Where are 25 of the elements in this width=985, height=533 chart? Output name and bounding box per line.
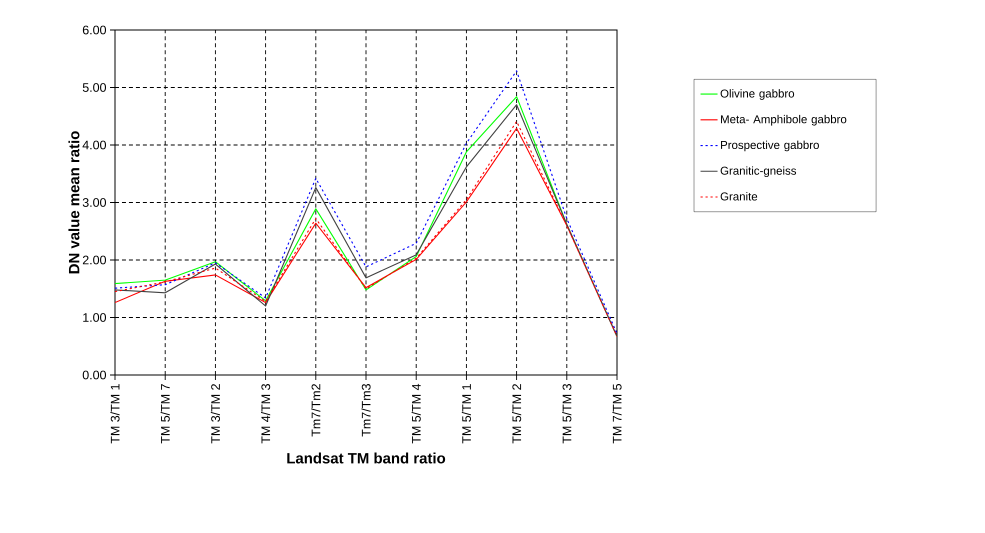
x-tick-label: TM 5/TM 1 xyxy=(462,384,471,444)
x-tick-label: TM 3/TM 2 xyxy=(210,384,220,444)
x-tick-label: TM 5/TM 3 xyxy=(562,384,572,444)
legend-label: Granite xyxy=(720,192,758,201)
y-tick-label: 5.00 xyxy=(82,83,106,92)
x-tick-label: TM 4/TM 3 xyxy=(261,384,270,444)
y-tick-label: 4.00 xyxy=(82,140,106,150)
y-tick-label: 0.00 xyxy=(82,370,106,380)
x-tick-label: TM 5/TM 2 xyxy=(512,384,522,444)
x-tick-label: TM 3/TM 1 xyxy=(110,384,120,444)
y-tick-label: 6.00 xyxy=(82,26,106,34)
x-tick-label: Tm7/Tm3 xyxy=(361,384,371,436)
y-tick-label: 3.00 xyxy=(82,198,106,207)
x-tick-label: TM 7/TM 5 xyxy=(612,384,622,444)
legend-label: Prospective gabbro xyxy=(721,140,819,152)
x-tick-label: Tm7/Tm2 xyxy=(311,384,320,436)
x-axis-title: Landsat TM band ratio xyxy=(287,452,446,464)
y-tick-label: 1.00 xyxy=(83,313,106,322)
x-tick-label: TM 5/TM 4 xyxy=(412,384,421,444)
y-axis-title: DN value mean ratio xyxy=(68,131,80,274)
legend-label: Olivine gabbro xyxy=(720,89,794,100)
legend-label: Granitic-gneiss xyxy=(720,166,796,178)
y-tick-label: 2.00 xyxy=(82,256,106,264)
legend-label: Meta- Amphibole gabbro xyxy=(721,114,846,126)
x-tick-label: TM 5/TM 7 xyxy=(160,384,170,444)
